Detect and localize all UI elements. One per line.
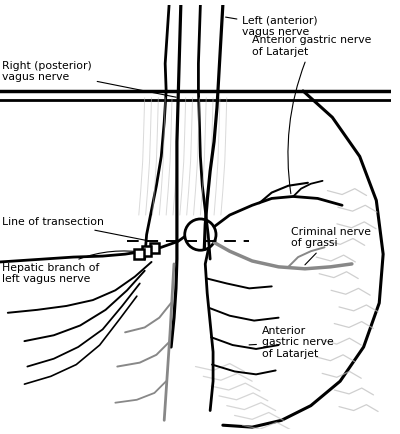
Text: Left (anterior)
vagus nerve: Left (anterior) vagus nerve bbox=[226, 16, 318, 37]
Bar bbox=[134, 249, 144, 259]
Text: Hepatic branch of
left vagus nerve: Hepatic branch of left vagus nerve bbox=[2, 251, 146, 285]
Bar bbox=[150, 243, 159, 253]
Text: Criminal nerve
of grassi: Criminal nerve of grassi bbox=[291, 227, 371, 265]
Bar bbox=[142, 247, 152, 256]
Text: Anterior
gastric nerve
of Latarjet: Anterior gastric nerve of Latarjet bbox=[249, 326, 334, 359]
Text: Line of transection: Line of transection bbox=[2, 217, 149, 241]
Text: Right (posterior)
vagus nerve: Right (posterior) vagus nerve bbox=[2, 61, 176, 97]
Text: Anterior gastric nerve
of Latarjet: Anterior gastric nerve of Latarjet bbox=[252, 35, 372, 194]
